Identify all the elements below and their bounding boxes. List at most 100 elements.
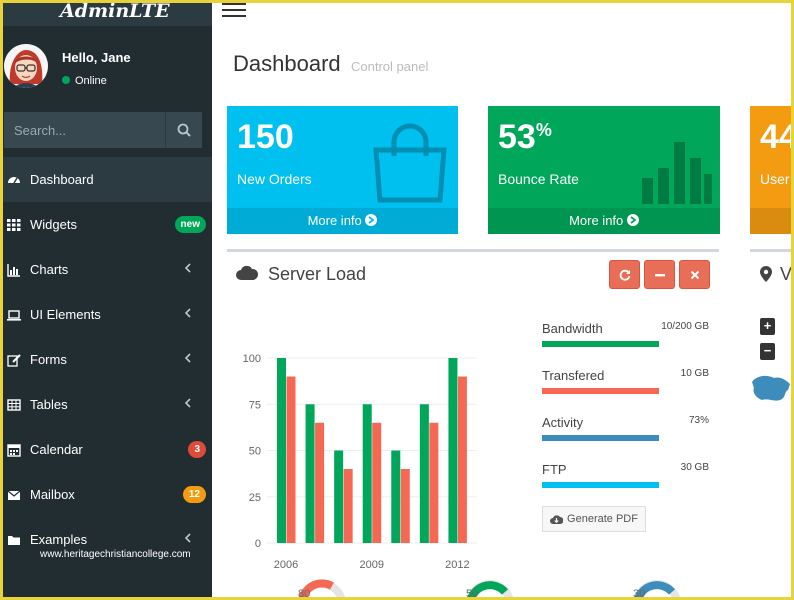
more-info-label: More info bbox=[307, 213, 362, 228]
sidebar-item-charts[interactable]: Charts bbox=[0, 247, 212, 292]
donut-chart: 30 bbox=[622, 564, 682, 600]
bar-chart-icon bbox=[6, 262, 22, 278]
stat-label: New Orders bbox=[237, 171, 312, 187]
zoom-in-button[interactable]: + bbox=[760, 318, 775, 335]
donut-chart: 80 bbox=[287, 564, 347, 600]
sidebar-item-calendar[interactable]: Calendar 3 bbox=[0, 427, 212, 472]
more-info-link[interactable] bbox=[750, 208, 794, 234]
stat-value: 150 bbox=[237, 118, 294, 157]
bar bbox=[334, 450, 344, 543]
visitors-panel: V + − bbox=[750, 249, 794, 600]
bar bbox=[305, 404, 315, 543]
arrow-circle-right-icon bbox=[626, 214, 639, 226]
y-tick-label: 25 bbox=[249, 492, 261, 504]
zoom-out-button[interactable]: − bbox=[760, 343, 775, 360]
x-tick-label: 2006 bbox=[274, 559, 298, 571]
stat-number: 44 bbox=[760, 118, 794, 156]
cloud-download-icon bbox=[550, 514, 564, 524]
sidebar-item-label: Charts bbox=[30, 262, 69, 277]
progress-value: 10 GB bbox=[680, 368, 709, 379]
avatar bbox=[4, 44, 48, 88]
remove-button[interactable] bbox=[679, 260, 710, 289]
progress-ftp: FTP 30 GB bbox=[542, 462, 709, 488]
stat-box-users: 44 User bbox=[750, 106, 794, 234]
sidebar-item-label: Dashboard bbox=[30, 172, 94, 187]
y-tick-label: 50 bbox=[249, 446, 261, 458]
grid-icon bbox=[6, 217, 22, 233]
sidebar-item-examples[interactable]: Examples bbox=[0, 517, 212, 562]
sidebar-item-label: Tables bbox=[30, 397, 68, 412]
progress-fill bbox=[542, 341, 659, 347]
world-map bbox=[752, 375, 790, 401]
bar bbox=[391, 450, 401, 543]
search-button[interactable] bbox=[165, 112, 202, 148]
search-icon bbox=[177, 123, 191, 137]
laptop-icon bbox=[6, 307, 22, 323]
stat-label: User bbox=[760, 171, 790, 187]
progress-track bbox=[542, 482, 659, 488]
watermark-text: www.heritagechristiancollege.com bbox=[40, 549, 191, 560]
bar bbox=[277, 358, 286, 543]
sidebar-item-label: Examples bbox=[30, 532, 88, 547]
bar bbox=[429, 422, 439, 543]
progress-track bbox=[542, 388, 659, 394]
progress-activity: Activity 73% bbox=[542, 415, 709, 441]
sidebar-item-label: Widgets bbox=[30, 217, 77, 232]
user-status: Online bbox=[62, 75, 107, 87]
sidebar-menu: Dashboard Widgets new Charts UI Elements… bbox=[0, 157, 212, 562]
bar bbox=[362, 404, 372, 543]
page-title: Dashboard bbox=[233, 51, 341, 76]
bar-chart-icon bbox=[642, 142, 712, 204]
shopping-bag-icon bbox=[373, 123, 447, 203]
refresh-button[interactable] bbox=[609, 260, 640, 289]
progress-label: Bandwidth bbox=[542, 321, 603, 336]
progress-label: FTP bbox=[542, 462, 567, 477]
sidebar-item-ui-elements[interactable]: UI Elements bbox=[0, 292, 212, 337]
search-input[interactable] bbox=[4, 112, 164, 148]
collapse-button[interactable] bbox=[644, 260, 675, 289]
bar bbox=[315, 422, 325, 543]
sidebar-item-forms[interactable]: Forms bbox=[0, 337, 212, 382]
sidebar-item-widgets[interactable]: Widgets new bbox=[0, 202, 212, 247]
refresh-icon bbox=[619, 269, 630, 281]
chevron-left-icon bbox=[184, 353, 191, 363]
y-tick-label: 75 bbox=[249, 399, 261, 411]
table-icon bbox=[6, 397, 22, 413]
sidebar-item-tables[interactable]: Tables bbox=[0, 382, 212, 427]
y-tick-label: 100 bbox=[243, 353, 261, 365]
progress-fill bbox=[542, 435, 659, 441]
logo[interactable]: AdminLTE bbox=[0, 0, 212, 26]
sidebar-item-dashboard[interactable]: Dashboard bbox=[0, 157, 212, 202]
panel-title: Server Load bbox=[268, 264, 367, 284]
top-navbar bbox=[212, 0, 794, 26]
map-marker-icon bbox=[760, 266, 772, 282]
stat-box-orders: 150 New Orders More info bbox=[227, 106, 458, 234]
donut-value: 80 bbox=[298, 588, 311, 600]
stat-suffix: % bbox=[535, 120, 552, 140]
more-info-link[interactable]: More info bbox=[227, 208, 458, 234]
bar bbox=[286, 376, 296, 543]
bar bbox=[419, 404, 429, 543]
menu-toggle-icon[interactable] bbox=[222, 3, 246, 19]
sidebar-item-mailbox[interactable]: Mailbox 12 bbox=[0, 472, 212, 517]
minus-icon bbox=[654, 273, 665, 276]
more-info-link[interactable]: More info bbox=[488, 208, 720, 234]
x-tick-label: 2009 bbox=[359, 559, 383, 571]
folder-icon bbox=[6, 532, 22, 548]
stat-number: 53 bbox=[498, 118, 536, 156]
sidebar-item-label: Calendar bbox=[30, 442, 83, 457]
generate-pdf-button[interactable]: Generate PDF bbox=[542, 506, 646, 532]
close-icon bbox=[690, 270, 699, 279]
server-load-panel: Server Load 0 25 50 75 100 2006 2009 2012 Bandw… bbox=[227, 249, 719, 600]
sidebar-search bbox=[4, 112, 202, 148]
server-load-bar-chart: 0 25 50 75 100 2006 2009 2012 bbox=[243, 353, 477, 571]
progress-fill bbox=[542, 388, 659, 394]
user-status-label: Online bbox=[75, 75, 107, 87]
bar bbox=[448, 358, 458, 543]
sidebar-item-label: Forms bbox=[30, 352, 67, 367]
chevron-left-icon bbox=[184, 263, 191, 273]
progress-bandwidth: Bandwidth 10/200 GB bbox=[542, 321, 709, 347]
stat-box-bounce: 53% Bounce Rate More info bbox=[488, 106, 720, 234]
donut-ring bbox=[466, 580, 514, 600]
new-badge: new bbox=[174, 216, 206, 233]
